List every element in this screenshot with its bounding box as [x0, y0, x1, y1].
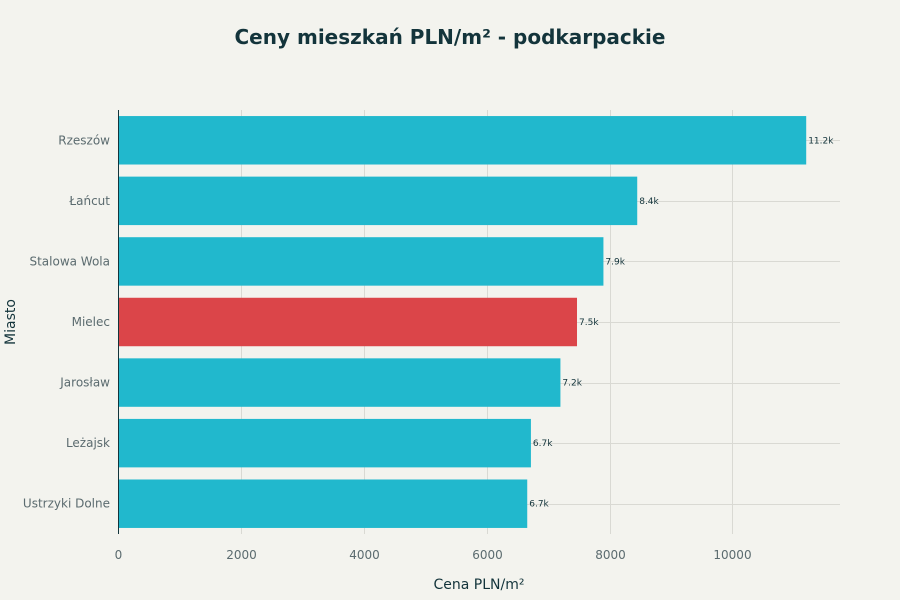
bar: [118, 297, 578, 347]
bar-value-label: 7.9k: [605, 257, 625, 267]
bar-value-label: 7.5k: [579, 318, 599, 328]
y-tick-label: Łańcut: [68, 194, 110, 208]
y-tick-labels: Rzeszów Łańcut Stalowa Wola Mielec Jarosław L…: [23, 133, 110, 510]
x-tick-label: 0: [115, 548, 123, 562]
x-tick-label: 10000: [713, 548, 751, 562]
y-tick-label: Ustrzyki Dolne: [23, 497, 110, 511]
y-tick-label: Mielec: [72, 315, 110, 329]
bar-value-label: 8.4k: [639, 197, 659, 207]
x-tick-label: 8000: [595, 548, 626, 562]
data-labels: 11.2k 8.4k 7.9k 7.5k 7.2k 6.7k 6.7k: [529, 136, 834, 509]
x-tick-label: 2000: [226, 548, 257, 562]
chart-title: Ceny mieszkań PLN/m² - podkarpackie: [235, 25, 666, 49]
x-tick-label: 6000: [472, 548, 503, 562]
y-tick-label: Rzeszów: [58, 133, 110, 147]
y-tick-label: Stalowa Wola: [29, 254, 110, 268]
bar: [118, 176, 638, 226]
bar: [118, 116, 807, 165]
bar-value-label: 11.2k: [808, 136, 834, 146]
bar-value-label: 6.7k: [529, 500, 549, 510]
y-tick-label: Leżajsk: [66, 436, 110, 450]
bar: [118, 418, 531, 468]
bar: [118, 479, 528, 528]
bar: [118, 237, 604, 286]
y-axis-title: Miasto: [3, 299, 19, 345]
y-tick-label: Jarosław: [59, 376, 110, 390]
x-axis-title: Cena PLN/m²: [434, 577, 525, 593]
bar-value-label: 6.7k: [533, 439, 553, 449]
bar-value-label: 7.2k: [562, 379, 582, 389]
bars: [118, 116, 807, 528]
x-tick-label: 4000: [349, 548, 380, 562]
x-tick-labels: 0 2000 4000 6000 8000 10000: [115, 548, 752, 562]
bar: [118, 358, 561, 407]
